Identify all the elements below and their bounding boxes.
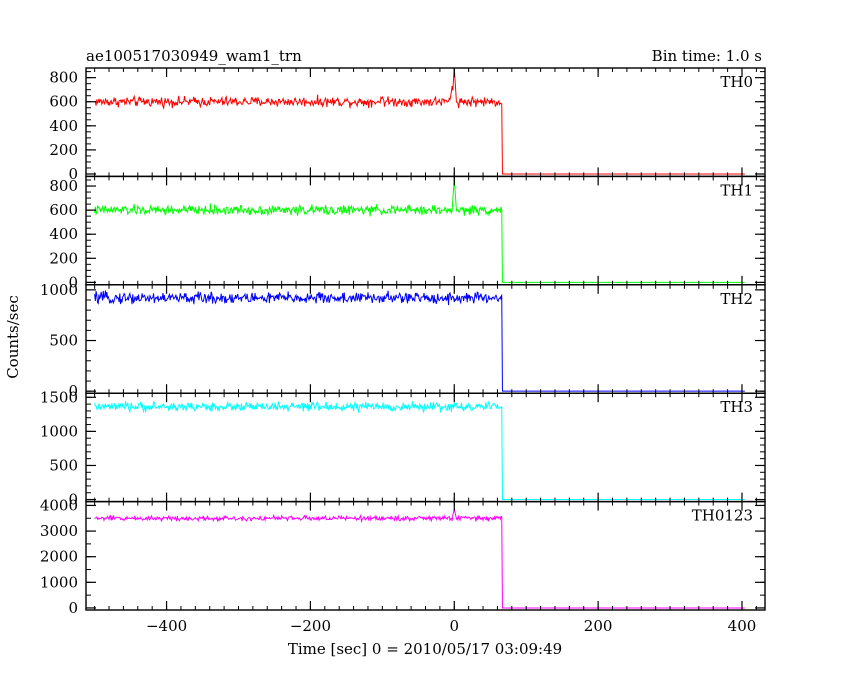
x-tick-label: 0 <box>449 617 459 635</box>
y-tick-label: 800 <box>49 177 78 195</box>
y-tick-label: 0 <box>68 165 78 183</box>
panel-label: TH0 <box>720 73 753 91</box>
panel-th1: 0 200 400 600 800 TH1 <box>49 175 766 291</box>
series-line-th1 <box>94 178 745 283</box>
y-tick-label: 200 <box>49 249 78 267</box>
y-tick-label: 4000 <box>40 496 78 514</box>
panel-frame <box>85 500 766 611</box>
x-tick-label: −200 <box>290 617 331 635</box>
series-line-th2 <box>94 290 745 392</box>
y-tick-label: 600 <box>49 93 78 111</box>
y-tick-label: 1500 <box>40 388 78 406</box>
y-tick-label: 0 <box>68 491 78 509</box>
panel-th2: 0 500 1000 TH2 <box>40 281 766 400</box>
panel-frame <box>85 67 766 178</box>
y-tick-label: 800 <box>49 69 78 87</box>
x-tick-label: 400 <box>728 617 757 635</box>
y-tick-label: 500 <box>49 456 78 474</box>
panel-label: TH1 <box>720 181 753 199</box>
series-line-th0123 <box>94 509 745 609</box>
y-tick-label: 0 <box>68 273 78 291</box>
y-tick-label: 3000 <box>40 522 78 540</box>
panel-frame <box>85 175 766 286</box>
panel-th0: 0 200 400 600 800 TH0 <box>49 67 766 183</box>
y-tick-label: 500 <box>49 332 78 350</box>
y-axis-label: Counts/sec <box>4 295 22 379</box>
y-tick-label: 1000 <box>40 573 78 591</box>
y-tick-label: 600 <box>49 201 78 219</box>
y-tick-label: 200 <box>49 141 78 159</box>
y-tick-label: 2000 <box>40 548 78 566</box>
panel-label: TH3 <box>720 398 753 416</box>
panels-group: 0 200 400 600 800 TH0 0 200 400 600 800 TH1 0 500 1000… <box>40 67 766 635</box>
x-tick-label: 200 <box>584 617 613 635</box>
y-tick-label: 1000 <box>40 422 78 440</box>
y-tick-label: 400 <box>49 225 78 243</box>
series-line-th3 <box>94 400 745 501</box>
x-tick-label: −400 <box>146 617 187 635</box>
series-line-th0 <box>94 67 745 175</box>
panel-th0123: 0 1000 2000 3000 4000 TH0123 −400 −200 0 200 400 <box>40 496 766 635</box>
panel-th3: 0 500 1000 1500 TH3 <box>40 388 766 509</box>
chart-title: ae100517030949_wam1_trn <box>86 47 302 65</box>
x-axis-label: Time [sec] 0 = 2010/05/17 03:09:49 <box>288 640 562 658</box>
bin-time-label: Bin time: 1.0 s <box>652 47 762 65</box>
y-tick-label: 0 <box>68 382 78 400</box>
y-tick-label: 0 <box>68 599 78 617</box>
y-tick-label: 1000 <box>40 281 78 299</box>
panel-label: TH0123 <box>692 507 753 525</box>
panel-label: TH2 <box>720 290 753 308</box>
y-tick-label: 400 <box>49 117 78 135</box>
panel-frame <box>85 392 766 503</box>
